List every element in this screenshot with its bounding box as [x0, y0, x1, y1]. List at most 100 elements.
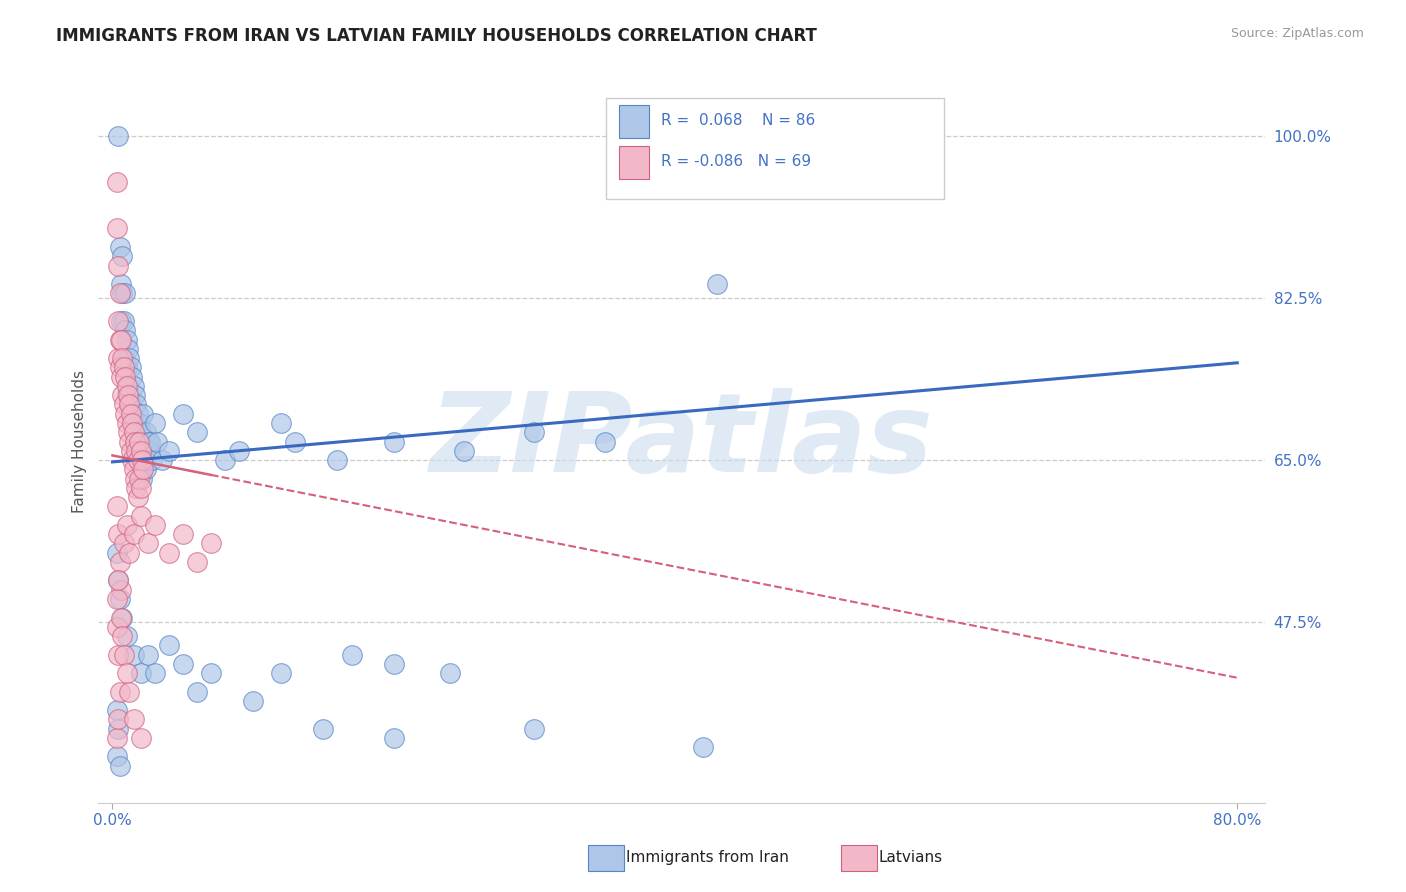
Point: [115, 517, 138, 532]
Point: [134, 453, 156, 467]
Point: [523, 722, 546, 736]
Point: [129, 508, 152, 523]
Point: [111, 351, 134, 366]
Point: [128, 453, 150, 467]
Point: [120, 407, 142, 421]
Point: [118, 434, 141, 449]
Point: [112, 314, 135, 328]
Point: [107, 713, 129, 727]
Point: [107, 574, 129, 588]
Point: [107, 314, 129, 328]
Point: [122, 462, 145, 476]
Point: [105, 221, 128, 235]
Point: [112, 397, 135, 411]
Point: [110, 610, 132, 624]
Point: [105, 592, 128, 607]
Point: [111, 286, 134, 301]
Point: [122, 416, 145, 430]
Point: [157, 546, 180, 560]
Point: [107, 527, 129, 541]
Point: [115, 360, 138, 375]
Point: [122, 713, 145, 727]
Point: [139, 434, 162, 449]
Point: [111, 610, 134, 624]
Point: [105, 620, 128, 634]
Point: [200, 666, 222, 681]
Point: [270, 416, 292, 430]
Point: [340, 648, 363, 662]
Point: [135, 462, 157, 476]
Point: [124, 472, 146, 486]
Text: R = -0.086   N = 69: R = -0.086 N = 69: [661, 154, 811, 169]
Point: [125, 481, 148, 495]
Point: [131, 453, 153, 467]
Point: [128, 434, 150, 449]
Point: [382, 657, 405, 671]
Point: [118, 351, 141, 366]
Point: [121, 453, 143, 467]
Text: R =  0.068    N = 86: R = 0.068 N = 86: [661, 113, 815, 128]
Point: [172, 657, 194, 671]
Point: [129, 731, 152, 745]
Point: [124, 425, 146, 440]
Point: [186, 684, 208, 698]
Point: [118, 397, 141, 411]
FancyBboxPatch shape: [619, 105, 650, 138]
Point: [270, 666, 292, 681]
Point: [107, 648, 129, 662]
Point: [138, 443, 160, 458]
Text: IMMIGRANTS FROM IRAN VS LATVIAN FAMILY HOUSEHOLDS CORRELATION CHART: IMMIGRANTS FROM IRAN VS LATVIAN FAMILY H…: [56, 27, 817, 45]
Point: [136, 434, 159, 449]
Point: [135, 425, 157, 440]
Point: [107, 722, 129, 736]
Point: [108, 360, 131, 375]
Point: [124, 388, 146, 402]
Point: [105, 731, 128, 745]
Point: [131, 472, 153, 486]
Point: [172, 527, 194, 541]
Point: [125, 397, 148, 411]
Point: [112, 536, 135, 550]
Point: [112, 648, 135, 662]
Point: [127, 453, 149, 467]
Point: [121, 416, 143, 430]
Point: [143, 416, 166, 430]
Point: [110, 314, 132, 328]
Point: [114, 323, 136, 337]
Point: [228, 443, 250, 458]
FancyBboxPatch shape: [619, 146, 650, 179]
Point: [108, 592, 131, 607]
Point: [107, 574, 129, 588]
Point: [121, 369, 143, 384]
Point: [128, 472, 150, 486]
FancyBboxPatch shape: [606, 98, 945, 200]
Point: [112, 360, 135, 375]
Point: [136, 648, 159, 662]
Point: [127, 443, 149, 458]
Point: [122, 379, 145, 393]
Point: [382, 434, 405, 449]
Point: [110, 369, 132, 384]
Text: Latvians: Latvians: [879, 850, 943, 864]
Point: [120, 397, 142, 411]
Point: [131, 434, 153, 449]
Point: [107, 351, 129, 366]
Point: [136, 536, 159, 550]
Point: [132, 407, 155, 421]
Point: [382, 731, 405, 745]
Point: [115, 629, 138, 643]
Text: Immigrants from Iran: Immigrants from Iran: [626, 850, 789, 864]
Point: [122, 425, 145, 440]
Point: [108, 758, 131, 772]
Point: [117, 379, 139, 393]
Point: [115, 379, 138, 393]
Point: [114, 407, 136, 421]
Point: [108, 286, 131, 301]
Point: [117, 342, 139, 356]
Point: [692, 740, 714, 755]
Point: [143, 517, 166, 532]
Point: [284, 434, 307, 449]
Point: [129, 443, 152, 458]
Point: [132, 462, 155, 476]
Point: [129, 425, 152, 440]
